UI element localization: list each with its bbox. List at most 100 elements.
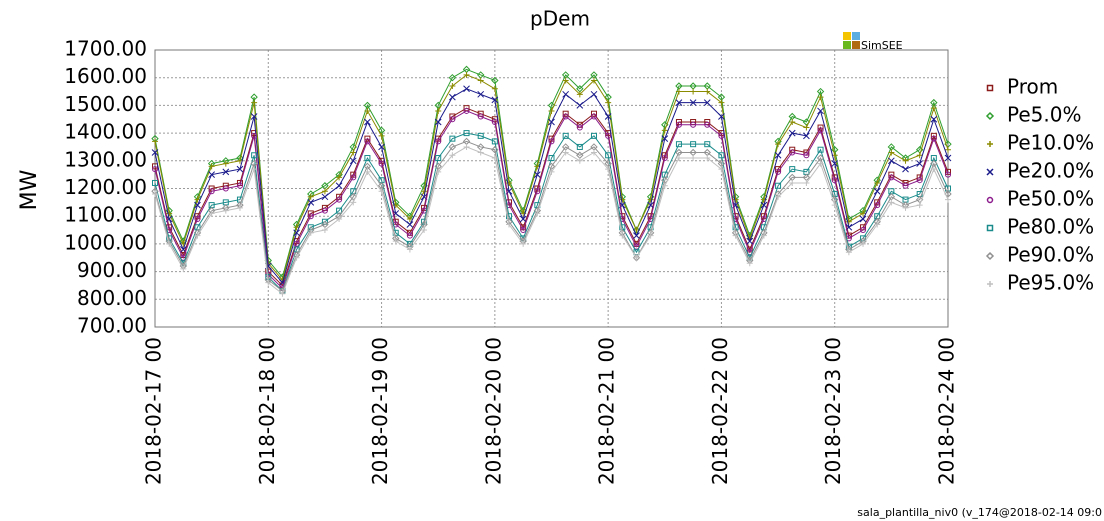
marker: [817, 94, 824, 101]
marker: [406, 232, 413, 239]
marker: [520, 227, 527, 234]
marker: [562, 149, 569, 156]
marker: [548, 155, 555, 162]
marker: [293, 240, 300, 247]
marker: [151, 149, 159, 156]
marker: [378, 188, 385, 195]
legend-label: Pe20.0%: [1007, 159, 1094, 183]
marker: [448, 143, 457, 151]
marker: [477, 90, 485, 98]
marker: [888, 149, 895, 156]
y-tick-label: 700.00: [77, 314, 147, 338]
marker: [533, 171, 541, 179]
marker: [817, 107, 824, 115]
marker: [619, 196, 626, 203]
marker: [689, 99, 697, 106]
series-line: [154, 110, 949, 290]
marker: [675, 121, 682, 128]
marker: [916, 152, 923, 159]
marker: [930, 135, 937, 142]
series-line: [154, 107, 949, 287]
marker: [746, 237, 754, 245]
marker: [477, 132, 484, 139]
marker: [236, 204, 243, 211]
marker: [633, 243, 640, 250]
marker: [775, 182, 782, 189]
marker: [888, 174, 895, 181]
marker: [604, 113, 612, 120]
marker: [534, 210, 541, 217]
marker: [491, 119, 498, 126]
y-tick-label: 1400.00: [64, 120, 147, 144]
marker: [463, 71, 470, 78]
marker: [519, 215, 527, 223]
marker: [279, 290, 286, 297]
marker: [463, 143, 470, 150]
series-line: [154, 68, 949, 279]
marker: [166, 240, 173, 247]
y-tick-label: 1000.00: [64, 230, 147, 254]
series-line: [154, 88, 949, 284]
marker: [704, 121, 711, 128]
marker: [251, 166, 258, 173]
marker: [789, 119, 796, 126]
marker: [421, 188, 428, 195]
marker: [307, 193, 314, 200]
marker: [194, 196, 201, 203]
marker: [321, 207, 328, 214]
marker: [873, 187, 881, 195]
marker: [194, 232, 201, 239]
marker: [449, 135, 456, 142]
marker: [661, 155, 668, 162]
marker: [775, 193, 782, 200]
marker: [307, 198, 315, 206]
marker: [534, 188, 541, 195]
y-tick-label: 800.00: [77, 286, 147, 310]
marker: [690, 141, 697, 148]
marker: [392, 238, 399, 245]
marker: [987, 281, 993, 287]
marker: [194, 201, 201, 209]
marker: [860, 240, 867, 247]
legend-label: Pe90.0%: [1007, 243, 1094, 267]
marker: [435, 138, 442, 145]
marker: [434, 118, 442, 126]
series: [151, 137, 952, 295]
marker: [746, 260, 753, 267]
marker: [251, 132, 258, 139]
marker: [250, 113, 258, 120]
marker: [477, 149, 484, 156]
marker: [406, 246, 413, 253]
marker: [590, 132, 597, 139]
marker: [350, 199, 357, 206]
marker: [718, 166, 725, 173]
marker: [619, 232, 626, 239]
marker: [718, 132, 725, 139]
marker: [703, 99, 711, 106]
marker: [491, 146, 499, 154]
marker: [548, 107, 555, 114]
marker: [803, 179, 810, 186]
marker: [647, 201, 654, 209]
y-tick-label: 1300.00: [64, 147, 147, 171]
marker: [718, 152, 725, 159]
marker: [760, 232, 767, 239]
marker: [477, 113, 484, 120]
marker: [152, 138, 158, 145]
marker: [364, 107, 371, 114]
marker: [236, 165, 244, 173]
marker: [831, 160, 839, 167]
marker: [364, 155, 371, 162]
x-tick-label: 2018-02-18 00: [255, 337, 279, 485]
marker: [732, 232, 739, 239]
marker: [180, 265, 187, 272]
marker: [208, 188, 215, 195]
marker: [378, 132, 385, 139]
marker: [378, 160, 385, 167]
marker: [987, 141, 993, 147]
marker: [718, 99, 725, 106]
marker: [293, 224, 300, 231]
marker: [491, 138, 498, 145]
marker: [860, 210, 867, 217]
